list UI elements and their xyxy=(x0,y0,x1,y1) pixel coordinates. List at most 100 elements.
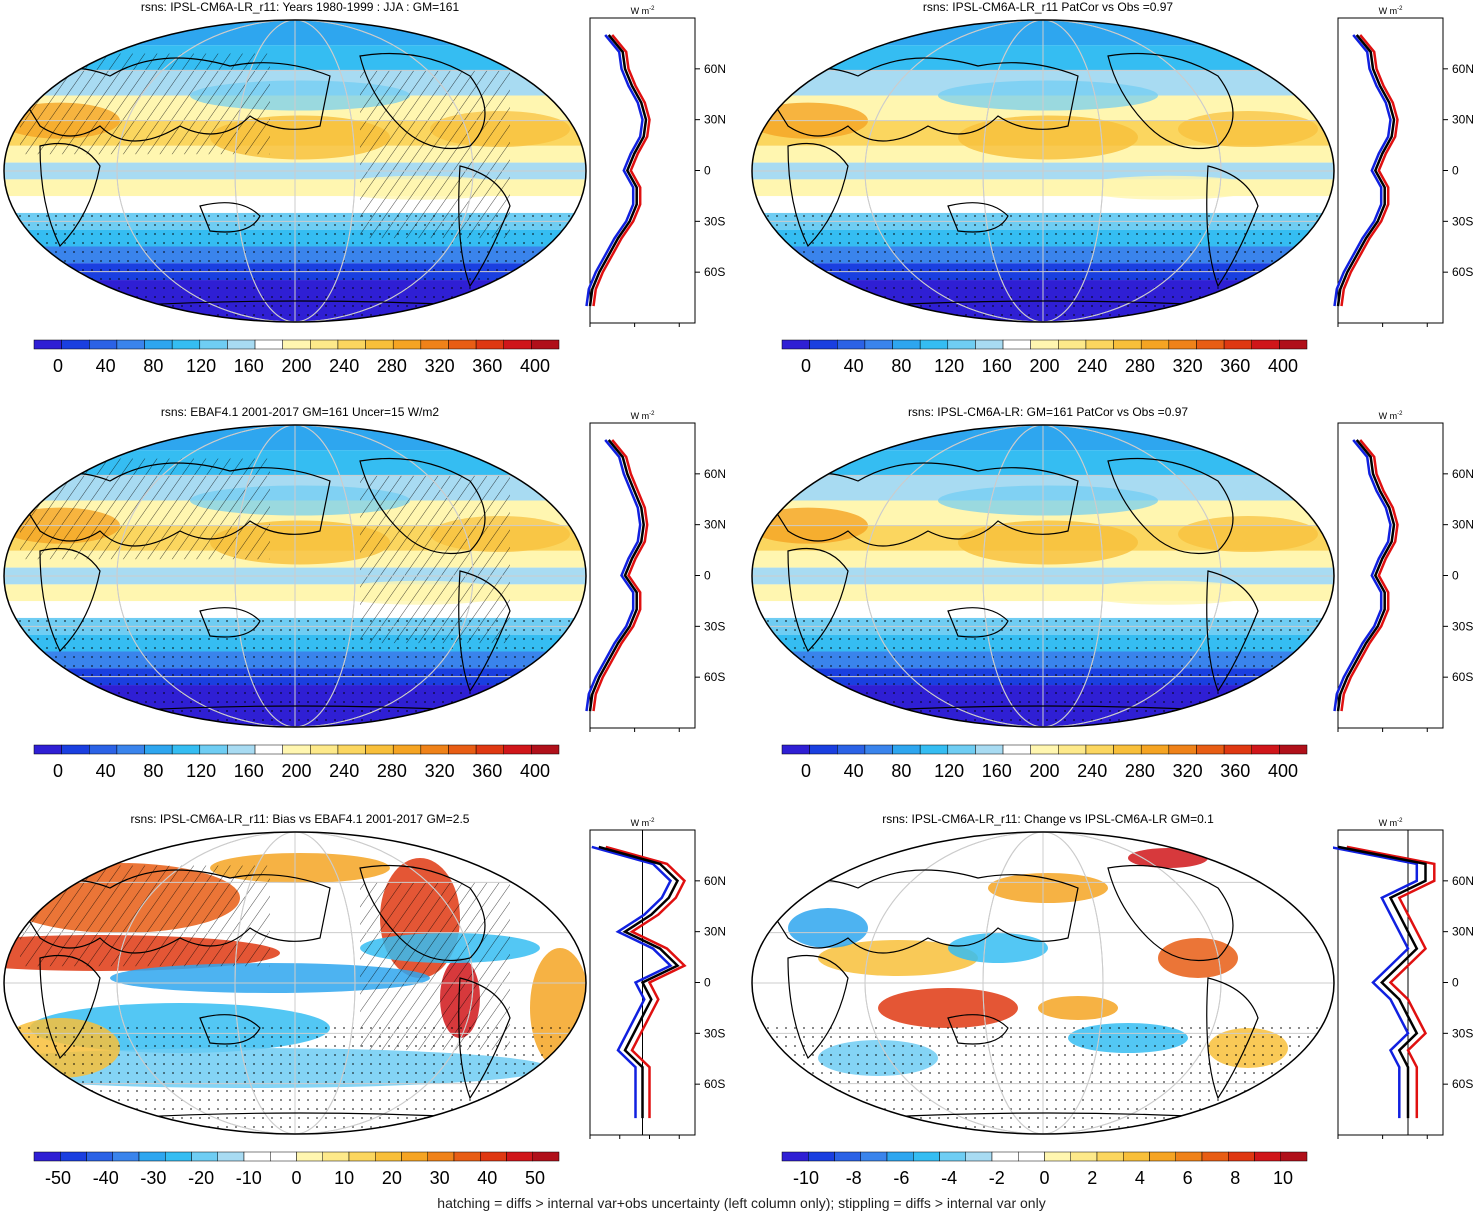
colorbar: -10 -8 -6 -4 -2 0 2 4 6 8 10 xyxy=(781,1151,1308,1188)
colorbar-label: 360 xyxy=(472,356,502,376)
profile-x-tick-label: 0 xyxy=(1335,736,1341,737)
zonal-profile: W m-2 60N 30N 0 30S 60S -6.0 -2.0 2.0 xyxy=(1333,818,1473,1144)
profile-units: W m-2 xyxy=(1379,6,1403,16)
colorbar-label: 40 xyxy=(477,1168,497,1188)
lat-tick-label: 60N xyxy=(1452,874,1473,888)
colorbar-label: 80 xyxy=(891,761,911,781)
panel-3: rsns: EBAF4.1 2001-2017 GM=161 Uncer=15 … xyxy=(0,405,730,800)
colorbar-label: 120 xyxy=(934,761,964,781)
lat-tick-label: 60N xyxy=(704,467,725,481)
profile-line-blue xyxy=(591,845,673,1119)
colorbar-label: 30 xyxy=(430,1168,450,1188)
profile-x-tick-label: 400 xyxy=(671,331,688,332)
map-plot xyxy=(751,831,1335,1135)
colorbar-label: -10 xyxy=(793,1168,819,1188)
colorbar-label: 240 xyxy=(1077,356,1107,376)
colorbar-label: 240 xyxy=(329,356,359,376)
lat-tick-label: 0 xyxy=(704,164,711,178)
profile-line-black xyxy=(1336,439,1396,712)
profile-line-red xyxy=(1346,845,1436,1119)
colorbar-label: 160 xyxy=(982,356,1012,376)
lat-tick-label: 30S xyxy=(1452,1026,1473,1040)
colorbar-label: -50 xyxy=(45,1168,71,1188)
colorbar-label: 400 xyxy=(520,356,550,376)
colorbar-label: 280 xyxy=(1125,356,1155,376)
profile-units: W m-2 xyxy=(1379,411,1403,421)
colorbar-label: 120 xyxy=(934,356,964,376)
lat-tick-label: 30N xyxy=(1452,518,1473,532)
colorbar-label: -40 xyxy=(93,1168,119,1188)
colorbar-label: 0 xyxy=(801,356,811,376)
colorbar-label: 40 xyxy=(96,356,116,376)
profile-line-black xyxy=(588,439,645,712)
colorbar-label: -30 xyxy=(140,1168,166,1188)
colorbar-label: 280 xyxy=(377,761,407,781)
colorbar-label: 40 xyxy=(96,761,116,781)
zonal-profile: W m-2 60N 30N 0 30S 60S 0 200 400 xyxy=(585,6,725,332)
profile-line-blue xyxy=(1333,846,1419,1119)
colorbar-label: 120 xyxy=(186,356,216,376)
colorbar-label: 200 xyxy=(281,761,311,781)
colorbar-label: 160 xyxy=(234,761,264,781)
colorbar-label: 320 xyxy=(1173,356,1203,376)
panel-4: rsns: IPSL-CM6A-LR: GM=161 PatCor vs Obs… xyxy=(748,405,1478,800)
profile-line-red xyxy=(1340,34,1399,307)
map-plot xyxy=(751,424,1335,728)
lat-tick-label: 0 xyxy=(1452,569,1459,583)
lat-tick-label: 60S xyxy=(1452,1077,1473,1091)
lat-tick-label: 60N xyxy=(704,874,725,888)
profile-line-red xyxy=(605,845,687,1119)
lat-tick-label: 60S xyxy=(704,265,725,279)
lat-tick-label: 30N xyxy=(704,113,725,127)
colorbar-label: -10 xyxy=(236,1168,262,1188)
lat-tick-label: 30N xyxy=(704,925,725,939)
colorbar-label: -20 xyxy=(188,1168,214,1188)
lat-tick-label: 60S xyxy=(1452,265,1473,279)
profile-line-black xyxy=(588,34,648,307)
colorbar-label: 10 xyxy=(1273,1168,1293,1188)
lat-tick-label: 60S xyxy=(704,670,725,684)
profile-line-black xyxy=(598,845,680,1119)
colorbar-label: 160 xyxy=(982,761,1012,781)
colorbar-label: 6 xyxy=(1183,1168,1193,1188)
colorbar-label: 80 xyxy=(143,761,163,781)
lat-tick-label: 30S xyxy=(1452,619,1473,633)
profile-x-tick-label: 0 xyxy=(587,736,593,737)
profile-units: W m-2 xyxy=(631,818,655,828)
zonal-profile: W m-2 60N 30N 0 30S 60S -30 -10 10 30 xyxy=(585,818,725,1144)
map-title: rsns: IPSL-CM6A-LR_r11: Years 1980-1999 … xyxy=(140,0,460,14)
profile-x-tick-label: 0 xyxy=(1335,331,1341,332)
colorbar-label: -2 xyxy=(989,1168,1005,1188)
profile-units: W m-2 xyxy=(631,411,655,421)
lat-tick-label: 30S xyxy=(1452,214,1473,228)
profile-x-tick-label: 200 xyxy=(626,331,643,332)
profile-x-tick-label: 400 xyxy=(1419,331,1436,332)
footnote: hatching = diffs > internal var+obs unce… xyxy=(437,1195,1046,1211)
lat-tick-label: 0 xyxy=(704,569,711,583)
profile-x-tick-label: 30 xyxy=(674,1143,686,1144)
profile-line-blue xyxy=(1333,34,1392,307)
colorbar-label: 360 xyxy=(472,761,502,781)
colorbar: -50 -40 -30 -20 -10 0 10 20 30 40 50 xyxy=(33,1151,560,1188)
colorbar-label: 2 xyxy=(1087,1168,1097,1188)
profile-units: W m-2 xyxy=(1379,818,1403,828)
profile-x-tick-label: 2.0 xyxy=(1420,1143,1434,1144)
colorbar-label: -8 xyxy=(846,1168,862,1188)
zonal-profile: W m-2 60N 30N 0 30S 60S 0 200 400 xyxy=(1333,411,1473,737)
profile-x-tick-label: -2.0 xyxy=(1374,1143,1392,1144)
profile-x-tick-label: 0 xyxy=(587,331,593,332)
colorbar-label: 360 xyxy=(1220,356,1250,376)
lat-tick-label: 60N xyxy=(704,62,725,76)
map-title: rsns: IPSL-CM6A-LR_r11: Bias vs EBAF4.1 … xyxy=(130,812,470,826)
profile-x-tick-label: -6.0 xyxy=(1333,1143,1347,1144)
colorbar-label: 400 xyxy=(520,761,550,781)
panel-5: rsns: IPSL-CM6A-LR_r11: Bias vs EBAF4.1 … xyxy=(0,812,730,1207)
colorbar-label: 200 xyxy=(1029,356,1059,376)
colorbar-label: 400 xyxy=(1268,761,1298,781)
profile-x-tick-label: -10 xyxy=(613,1143,628,1144)
profile-x-tick-label: 400 xyxy=(671,736,688,737)
lat-tick-label: 30N xyxy=(1452,925,1473,939)
colorbar-label: 80 xyxy=(143,356,163,376)
colorbar-label: 240 xyxy=(329,761,359,781)
colorbar-label: 80 xyxy=(891,356,911,376)
